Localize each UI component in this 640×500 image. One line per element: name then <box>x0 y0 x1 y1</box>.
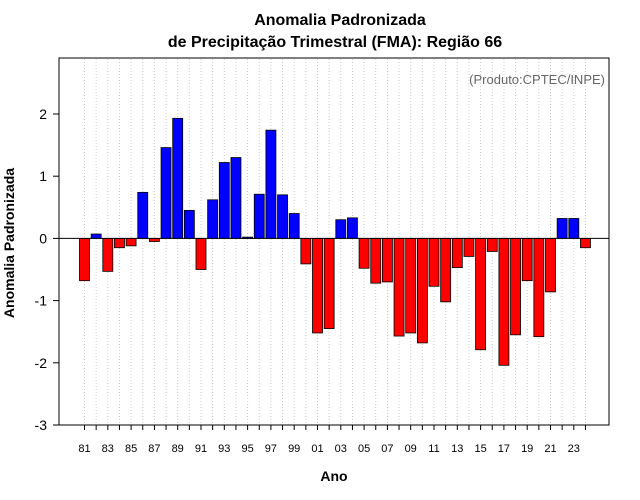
bar-2014 <box>463 237 475 257</box>
x-tick-label: 01 <box>311 443 323 455</box>
x-tick-label: 83 <box>102 443 114 455</box>
bar-1986 <box>137 191 149 239</box>
x-axis: 81 83 85 87 89 91 93 95 97 99 01 03 05 07 09 11 13 15 17 19… <box>78 425 586 455</box>
bar-2013 <box>451 237 463 269</box>
y-axis: -3 -2 -1 0 1 2 <box>35 106 59 433</box>
y-tick-label: 0 <box>39 230 47 246</box>
bar-1982 <box>90 233 102 239</box>
bar-1983 <box>102 237 114 272</box>
x-tick-label: 99 <box>288 443 300 455</box>
bar-1999 <box>288 213 300 239</box>
bar-2008 <box>393 237 405 337</box>
x-tick-label: 17 <box>498 443 510 455</box>
bar-2006 <box>370 237 382 284</box>
bar-1985 <box>125 237 137 247</box>
x-tick-label: 81 <box>78 443 90 455</box>
bar-1997 <box>265 129 277 239</box>
x-tick-label: 05 <box>358 443 370 455</box>
bar-2009 <box>405 237 417 334</box>
y-tick-label: 1 <box>39 168 47 184</box>
bar-2015 <box>475 237 487 351</box>
x-tick-label: 93 <box>218 443 230 455</box>
bar-2011 <box>428 237 440 287</box>
x-tick-label: 21 <box>544 443 556 455</box>
y-tick-label: -3 <box>35 417 48 433</box>
x-tick-label: 91 <box>195 443 207 455</box>
bar-1996 <box>253 193 265 239</box>
chart-title: Anomalia Padronizada <box>254 12 426 29</box>
x-axis-label: Ano <box>320 468 347 484</box>
bar-1988 <box>160 147 172 239</box>
bar-2007 <box>381 237 393 283</box>
bar-1984 <box>114 237 125 249</box>
bar-2022 <box>556 218 568 239</box>
bar-2004 <box>347 217 358 239</box>
gridlines <box>84 59 586 424</box>
x-tick-label: 95 <box>241 443 253 455</box>
bar-2018 <box>510 237 521 336</box>
plot-frame <box>58 57 610 426</box>
x-tick-label: 89 <box>172 443 184 455</box>
bar-1990 <box>183 209 195 239</box>
bars <box>79 117 591 366</box>
bar-1993 <box>218 162 230 239</box>
bar-1998 <box>277 194 288 239</box>
credit-text: (Produto:CPTEC/INPE) <box>469 72 605 87</box>
x-tick-label: 23 <box>568 443 580 455</box>
bar-2012 <box>440 237 452 303</box>
x-tick-label: 13 <box>451 443 463 455</box>
bar-2023 <box>568 218 580 239</box>
x-tick-label: 03 <box>335 443 347 455</box>
bar-2020 <box>533 237 545 338</box>
bar-2019 <box>521 237 533 282</box>
x-tick-label: 85 <box>125 443 137 455</box>
y-tick-label: 2 <box>39 106 47 122</box>
y-tick-label: -1 <box>35 293 48 309</box>
bar-2010 <box>416 237 428 344</box>
bar-2005 <box>358 237 370 269</box>
bar-2021 <box>545 237 556 293</box>
bar-2017 <box>498 237 510 366</box>
x-tick-label: 87 <box>148 443 160 455</box>
bar-1994 <box>230 157 242 239</box>
y-tick-label: -2 <box>35 355 48 371</box>
x-tick-label: 09 <box>405 443 417 455</box>
x-tick-label: 19 <box>521 443 533 455</box>
bar-2002 <box>323 237 335 329</box>
bar-2016 <box>486 237 498 252</box>
bar-2024 <box>580 237 591 249</box>
chart-subtitle: de Precipitação Trimestral (FMA): Região… <box>168 34 502 51</box>
bar-1992 <box>207 199 219 239</box>
bar-1989 <box>172 117 184 239</box>
y-axis-label: Anomalia Padronizada <box>1 168 17 318</box>
bar-1981 <box>79 237 90 282</box>
bar-2003 <box>335 219 347 239</box>
x-tick-label: 07 <box>381 443 393 455</box>
bar-1991 <box>195 237 207 270</box>
bar-2000 <box>300 237 312 265</box>
x-tick-label: 97 <box>265 443 277 455</box>
x-tick-label: 11 <box>428 443 439 455</box>
bar-2001 <box>312 237 323 334</box>
x-tick-label: 15 <box>474 443 486 455</box>
